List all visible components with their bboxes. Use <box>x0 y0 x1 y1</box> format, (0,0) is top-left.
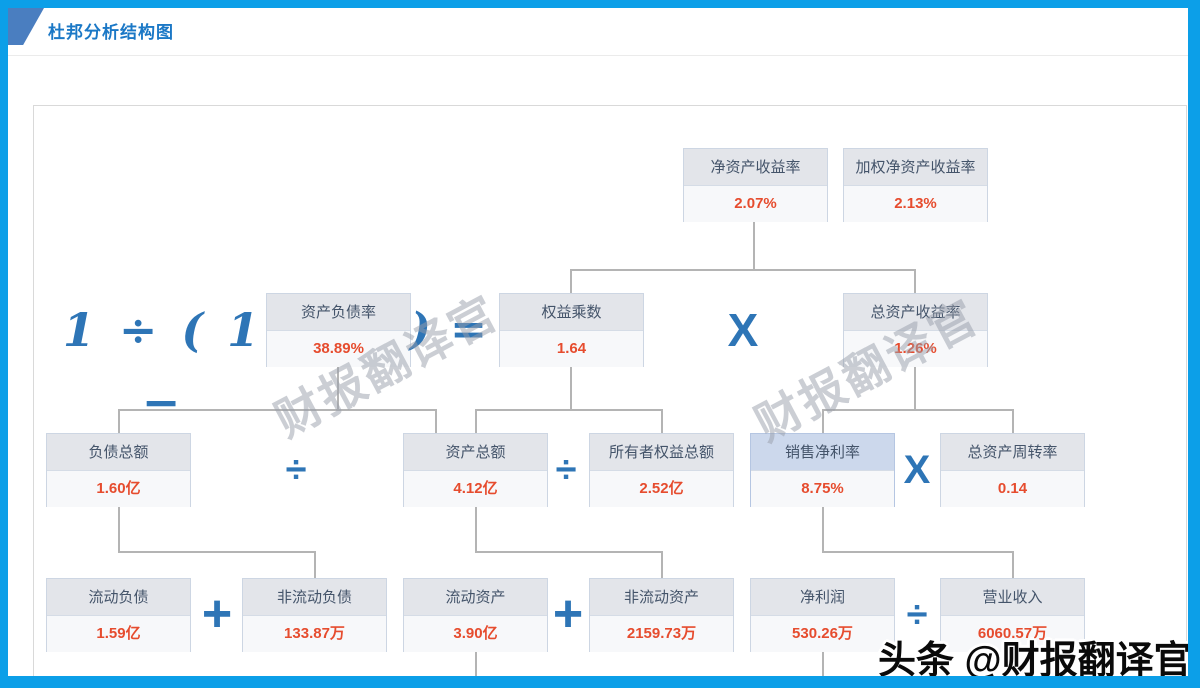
page-header: 杜邦分析结构图 <box>8 8 1188 56</box>
node-value: 2.13% <box>844 186 987 222</box>
node-label: 资产总额 <box>404 434 547 471</box>
page-title: 杜邦分析结构图 <box>48 23 174 42</box>
connector-line <box>1012 551 1014 579</box>
node-current-assets: 流动资产 3.90亿 <box>403 578 548 652</box>
multiply-operator: X <box>727 304 759 356</box>
node-debt-to-asset-ratio: 资产负债率 38.89% <box>266 293 411 367</box>
connector-line <box>822 551 1014 553</box>
toutiao-watermark-badge: 头条 @财报翻译官 <box>878 640 1192 682</box>
connector-line <box>118 409 120 434</box>
node-label: 非流动资产 <box>590 579 733 616</box>
node-label: 流动资产 <box>404 579 547 616</box>
node-owners-equity: 所有者权益总额 2.52亿 <box>589 433 734 507</box>
node-value: 2.07% <box>684 186 827 222</box>
node-net-profit-margin: 销售净利率 8.75% <box>750 433 895 507</box>
node-label: 资产负债率 <box>267 294 410 331</box>
node-total-assets: 资产总额 4.12亿 <box>403 433 548 507</box>
node-operating-revenue: 营业收入 6060.57万 <box>940 578 1085 652</box>
connector-line <box>118 551 316 553</box>
title-accent-shape <box>8 8 44 45</box>
node-value: 6060.57万 <box>941 616 1084 652</box>
connector-line <box>914 365 916 411</box>
node-label: 总资产周转率 <box>941 434 1084 471</box>
connector-line <box>822 650 824 676</box>
connector-line <box>661 409 663 434</box>
connector-line <box>475 505 477 553</box>
node-label: 总资产收益率 <box>844 294 987 331</box>
connector-line <box>822 409 824 434</box>
node-value: 1.26% <box>844 331 987 367</box>
node-label: 权益乘数 <box>500 294 643 331</box>
node-value: 0.14 <box>941 471 1084 507</box>
node-current-liabilities: 流动负债 1.59亿 <box>46 578 191 652</box>
node-value: 133.87万 <box>243 616 386 652</box>
node-value: 1.64 <box>500 331 643 367</box>
connector-line <box>118 409 437 411</box>
node-value: 1.59亿 <box>47 616 190 652</box>
connector-line <box>914 269 916 294</box>
node-label: 负债总额 <box>47 434 190 471</box>
connector-line <box>475 551 663 553</box>
connector-line <box>570 269 916 271</box>
node-label: 非流动负债 <box>243 579 386 616</box>
node-value: 530.26万 <box>751 616 894 652</box>
connector-line <box>822 409 1014 411</box>
connector-line <box>314 551 316 579</box>
connector-line <box>753 221 755 270</box>
connector-line <box>337 365 339 411</box>
node-label: 净利润 <box>751 579 894 616</box>
multiply-operator: X <box>903 448 931 492</box>
node-net-profit: 净利润 530.26万 <box>750 578 895 652</box>
node-value: 4.12亿 <box>404 471 547 507</box>
node-label: 销售净利率 <box>751 434 894 471</box>
node-value: 8.75% <box>751 471 894 507</box>
frame-left-bar <box>0 0 8 688</box>
node-label: 净资产收益率 <box>684 149 827 186</box>
node-label: 所有者权益总额 <box>590 434 733 471</box>
node-total-asset-turnover: 总资产周转率 0.14 <box>940 433 1085 507</box>
node-value: 38.89% <box>267 331 410 367</box>
node-value: 1.60亿 <box>47 471 190 507</box>
connector-line <box>475 650 477 676</box>
node-return-on-assets: 总资产收益率 1.26% <box>843 293 988 367</box>
node-total-liabilities: 负债总额 1.60亿 <box>46 433 191 507</box>
node-value: 2.52亿 <box>590 471 733 507</box>
node-equity-multiplier: 权益乘数 1.64 <box>499 293 644 367</box>
connector-line <box>118 505 120 553</box>
frame-top-bar <box>0 0 1200 8</box>
node-noncurrent-assets: 非流动资产 2159.73万 <box>589 578 734 652</box>
connector-line <box>1012 409 1014 434</box>
frame-right-bar <box>1188 0 1200 688</box>
connector-line <box>435 409 437 434</box>
divide-operator: ÷ <box>285 449 307 491</box>
formula-prefix: 1 ÷ ( 1 − <box>62 303 264 429</box>
node-value: 2159.73万 <box>590 616 733 652</box>
connector-line <box>570 365 572 411</box>
node-return-on-equity: 净资产收益率 2.07% <box>683 148 828 222</box>
node-label: 流动负债 <box>47 579 190 616</box>
node-value: 3.90亿 <box>404 616 547 652</box>
connector-line <box>822 505 824 553</box>
frame-bottom-bar <box>0 676 1200 688</box>
node-label: 加权净资产收益率 <box>844 149 987 186</box>
divide-operator: ÷ <box>555 449 577 491</box>
connector-line <box>661 551 663 579</box>
divide-operator: ÷ <box>906 594 928 636</box>
node-noncurrent-liabilities: 非流动负债 133.87万 <box>242 578 387 652</box>
node-label: 营业收入 <box>941 579 1084 616</box>
formula-suffix: ) = <box>410 304 490 355</box>
plus-operator: + <box>201 585 233 643</box>
connector-line <box>475 409 663 411</box>
node-weighted-return-on-equity: 加权净资产收益率 2.13% <box>843 148 988 222</box>
connector-line <box>570 269 572 294</box>
plus-operator: + <box>552 585 584 643</box>
connector-line <box>475 409 477 434</box>
